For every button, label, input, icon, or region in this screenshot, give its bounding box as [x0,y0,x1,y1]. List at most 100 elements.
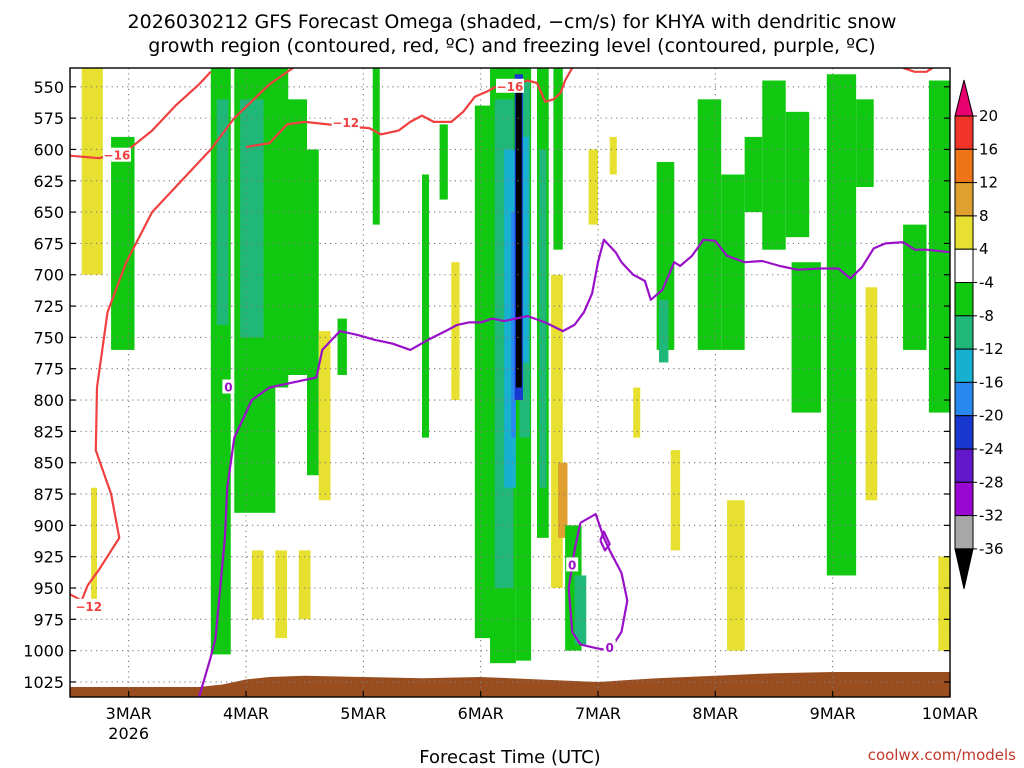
omega-region-30 [539,149,547,488]
freezing-contour-label-2: 0 [568,558,576,572]
y-tick-label-850: 850 [33,454,64,473]
y-tick-label-825: 825 [33,422,64,441]
dgz-contour-label-1: −16 [104,149,131,163]
omega-region-10 [318,331,331,501]
dgz-contour-line-2 [245,84,499,148]
omega-region-15 [372,68,380,225]
omega-region-47 [785,111,810,238]
omega-region-19 [474,105,493,639]
freezing-contour-label-0: 0 [224,381,232,395]
y-tick-label-1000: 1000 [23,642,64,661]
y-tick-label-975: 975 [33,610,64,629]
freezing-contour-label-1: 0 [606,641,614,655]
colorbar-segment-11 [954,448,974,483]
dgz-contour-line-0 [70,68,294,602]
colorbar-segment-3 [954,182,974,217]
omega-region-48 [791,262,821,413]
colorbar-segment-13 [954,515,974,550]
y-tick-label-625: 625 [33,172,64,191]
x-tick-label-5MAR: 5MAR [340,704,386,723]
plot-frame [69,67,951,698]
dgz-contour-label-bg-3 [496,78,524,93]
omega-region-17 [439,124,448,200]
dgz-contour-label-bg-1 [102,147,131,162]
omega-region-6 [240,99,264,338]
omega-region-44 [727,500,745,651]
colorbar-segment-2 [954,148,974,184]
omega-region-33 [558,462,568,538]
colorbar-label-0: 20 [979,107,998,125]
omega-region-53 [928,80,950,413]
y-tick-label-875: 875 [33,485,64,504]
x-tick-label-7MAR: 7MAR [575,704,621,723]
colorbar-label-3: 8 [979,207,989,225]
colorbar-label-9: -20 [979,407,1004,425]
colorbar-label-8: -16 [979,373,1004,391]
omega-region-40 [659,299,669,363]
colorbar-label-2: 12 [979,174,998,192]
colorbar-label-12: -32 [979,507,1004,525]
freezing-contour-line-2 [599,530,611,552]
y-tick-label-900: 900 [33,516,64,535]
plot-area: −12 −16 −12 −16 0 0 0 [70,68,950,697]
omega-region-14 [337,318,347,375]
plot-content: −12 −16 −12 −16 0 0 0 [70,68,950,697]
colorbar-label-5: -4 [979,274,994,292]
omega-region-11 [251,550,264,620]
omega-region-43 [721,174,745,350]
colorbar-segment-7 [954,315,974,350]
omega-region-18 [451,262,460,401]
omega-region-26 [522,136,529,363]
x-tick-label-4MAR: 4MAR [223,704,269,723]
colorbar-label-11: -28 [979,473,1004,491]
omega-region-32 [551,274,563,588]
y-tick-label-950: 950 [33,579,64,598]
y-tick-label-1025: 1025 [23,673,64,692]
dgz-contour-label-0: −12 [75,600,102,614]
x-tick-label-9MAR: 9MAR [810,704,856,723]
credit-label: coolwx.com/models [868,746,1016,764]
omega-region-52 [903,224,927,350]
y-tick-label-650: 650 [33,203,64,222]
omega-region-4 [216,99,229,325]
dgz-contour-label-2: −12 [332,116,359,130]
freezing-contour-label-bg-2 [566,557,579,572]
omega-region-16 [422,174,430,438]
y-tick-label-800: 800 [33,391,64,410]
chart-title-line1: 2026030212 GFS Forecast Omega (shaded, −… [128,11,897,33]
freezing-contour-line-0 [198,238,950,697]
y-tick-label-925: 925 [33,548,64,567]
colorbar-label-13: -36 [979,540,1004,558]
y-tick-label-700: 700 [33,266,64,285]
colorbar-label-7: -12 [979,340,1004,358]
colorbar-label-4: 4 [979,240,989,258]
omega-region-46 [762,80,786,250]
colorbar-segment-1 [954,115,974,150]
freezing-contour-label-bg-0 [222,379,235,394]
colorbar-label-6: -8 [979,307,994,325]
colorbar-label-1: 16 [979,140,998,158]
omega-region-9 [307,149,319,476]
colorbar-segment-10 [954,415,974,450]
y-tick-label-550: 550 [33,78,64,97]
colorbar-segment-4 [954,215,974,250]
dgz-contour-label-bg-2 [331,115,360,130]
colorbar-segment-8 [954,348,974,383]
y-tick-label-675: 675 [33,234,64,253]
colorbar-segment-12 [954,481,974,517]
colorbar-segment-9 [954,381,974,417]
colorbar-segment-6 [954,282,974,317]
omega-region-0 [81,68,103,275]
dgz-contour-label-bg-0 [74,598,103,613]
omega-region-8 [287,99,308,375]
colorbar-label-10: -24 [979,440,1004,458]
chart-title-line2: growth region (contoured, red, ºC) and f… [148,35,875,57]
omega-region-51 [865,287,878,501]
y-tick-label-575: 575 [33,109,64,128]
omega-region-12 [275,550,288,639]
omega-region-37 [609,136,617,175]
x-axis-title: Forecast Time (UTC) [419,747,600,768]
colorbar-segment-5 [954,248,974,283]
axes: 550 575 600 625 650 675 700 725 750 775 800 825 850 8… [23,67,978,743]
